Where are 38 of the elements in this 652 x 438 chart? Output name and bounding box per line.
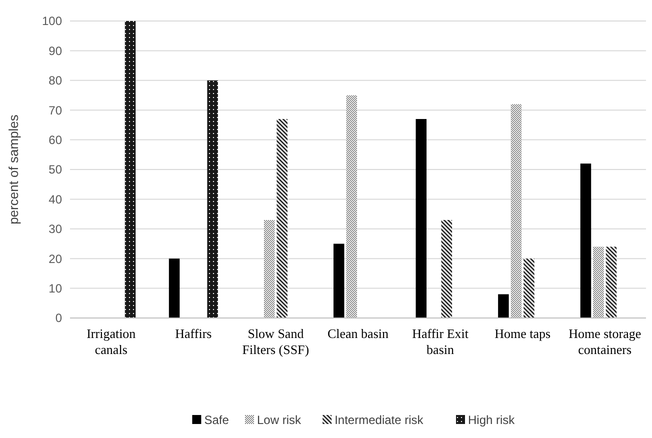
y-tick-label: 0 [55,311,62,326]
x-tick-label: Home storage containers [568,326,642,357]
bar [346,95,357,318]
y-tick-label: 10 [48,282,62,296]
bar [124,21,136,318]
legend-label: Intermediate risk [334,413,424,428]
bar [264,220,275,318]
y-axis-title: percent of samples [6,114,21,224]
x-tick-label: Haffirs [175,326,212,341]
bar [498,294,509,318]
bar [333,244,344,318]
x-tick-label: Slow Sand Filters (SSF) [242,326,310,357]
y-tick-label: 50 [48,162,62,177]
bar [207,80,218,318]
x-tick-label: Home taps [494,326,551,341]
legend-label: Low risk [257,413,302,428]
bar [276,119,288,318]
y-tick-label: 70 [48,103,62,118]
y-tick-label: 20 [48,252,62,266]
bar [416,119,427,318]
x-tick-label: Haffir Exit basin [412,326,469,357]
y-tick-label: 100 [42,14,62,28]
y-tick-label: 90 [48,44,62,58]
legend-label: Safe [204,413,230,428]
y-tick-label: 60 [48,133,62,147]
bar [580,164,592,318]
bar [524,258,534,318]
y-tick-label: 80 [48,74,62,88]
bar [606,246,617,318]
bar [168,258,180,318]
y-tick-label: 30 [48,222,62,236]
bar [510,104,522,318]
bar [441,220,452,318]
legend-label: High risk [468,413,516,428]
x-tick-label: Clean basin [327,326,390,341]
y-tick-label: 40 [48,192,62,206]
x-tick-label: Irrigation canals [86,326,136,357]
bar [593,246,604,318]
